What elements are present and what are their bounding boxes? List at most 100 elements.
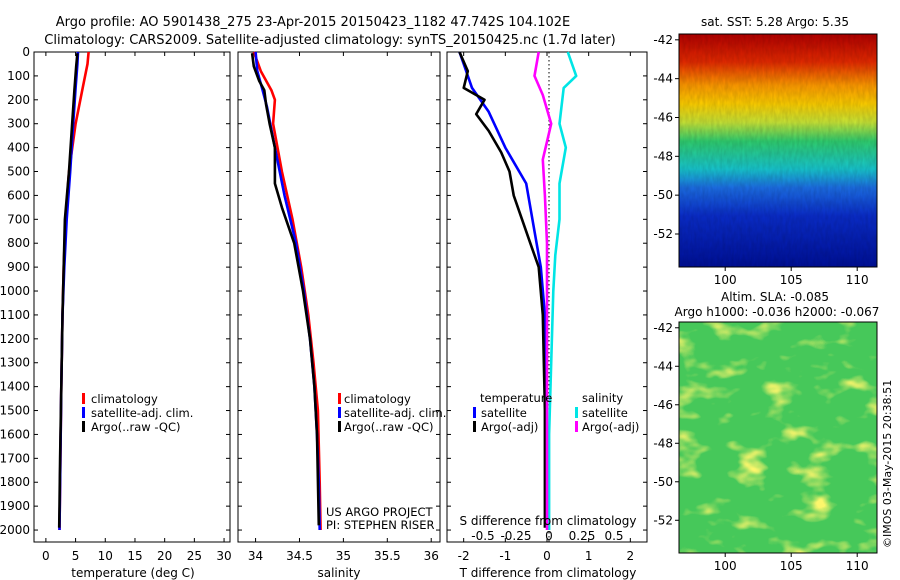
temperature-series [57, 51, 90, 531]
credit-pi: PI: STEPHEN RISER [326, 518, 435, 532]
temperature-legend: climatology satellite-adj. clim. Argo(..… [82, 392, 193, 434]
difference-x-label: T difference from climatology [459, 566, 637, 580]
series-line-argo-raw-qc [57, 53, 79, 528]
y-tick-label: 700 [7, 212, 30, 226]
y-tick-label: 1000 [0, 284, 30, 298]
legend-label-s-argo: Argo(-adj) [582, 420, 639, 434]
map-x-tick-label: 105 [780, 273, 803, 287]
legend-swatch-satellite [82, 407, 85, 418]
top-tick-label: -0.5 [471, 529, 494, 543]
y-tick-label: 800 [7, 236, 30, 250]
legend-label-t-argo: Argo(-adj) [481, 420, 538, 434]
legend-label-argo: Argo(..raw -QC) [344, 420, 434, 434]
salinity-x-axis: 34 34.5 35 35.5 36 [238, 51, 440, 563]
map-y-tick-label: -50 [653, 475, 673, 489]
legend-label-satellite: satellite-adj. clim. [91, 406, 193, 420]
map-y-tick-label: -42 [653, 33, 673, 47]
legend-swatch-argo [338, 421, 341, 432]
series-line-salinity-argo-adj [533, 51, 553, 530]
x-tick-label: 36 [424, 549, 439, 563]
map-y-tick-label: -52 [653, 513, 673, 527]
legend-swatch-satellite [338, 407, 341, 418]
x-tick-label: -2 [458, 549, 470, 563]
map-x-tick-label: 110 [846, 273, 869, 287]
sla-map-title: Altim. SLA: -0.085 [721, 290, 829, 304]
x-tick-label: 20 [157, 549, 172, 563]
top-tick-label: 0.25 [569, 529, 596, 543]
figure-title-line2: Climatology: CARS2009. Satellite-adjuste… [44, 33, 616, 48]
y-tick-label: 1500 [0, 404, 30, 418]
series-line-climatology [252, 51, 322, 531]
salinity-legend: climatology satellite-adj. clim. Argo(..… [338, 392, 446, 434]
salinity-series [250, 51, 322, 531]
temperature-plot-area [33, 51, 231, 543]
y-tick-label: 1600 [0, 427, 30, 441]
map-y-tick-label: -52 [653, 227, 673, 241]
y-tick-label: 1800 [0, 475, 30, 489]
legend-header-salinity: salinity [582, 391, 623, 405]
difference-legend: temperature salinity satellite Argo(-adj… [473, 391, 639, 434]
series-line-salinity-satellite [547, 51, 578, 530]
difference-profile-panel: -2 -1 0 1 2 T difference from climatology S … [446, 51, 648, 580]
y-tick-label: 2000 [0, 523, 30, 537]
y-tick-label: 300 [7, 117, 30, 131]
sla-map-panel: Altim. SLA: -0.085 Argo h1000: -0.036 h2… [653, 290, 879, 573]
difference-top-label: S difference from climatology [460, 514, 637, 528]
y-tick-label: 400 [7, 141, 30, 155]
map-y-tick-label: -48 [653, 436, 673, 450]
x-tick-label: 30 [216, 549, 231, 563]
x-tick-label: 25 [187, 549, 202, 563]
y-tick-label: 1400 [0, 380, 30, 394]
legend-label-satellite: satellite-adj. clim. [344, 406, 446, 420]
salinity-profile-panel: 34 34.5 35 35.5 36 salinity climatology sate… [237, 51, 446, 580]
x-tick-label: 5 [72, 549, 80, 563]
y-tick-label: 1700 [0, 451, 30, 465]
legend-swatch-argo [82, 421, 85, 432]
sst-map-frame [678, 33, 878, 268]
top-tick-label: 0 [545, 529, 553, 543]
legend-swatch-t-satellite [473, 407, 476, 418]
legend-swatch-s-argo [575, 421, 578, 432]
map-y-tick-label: -44 [653, 359, 673, 373]
y-tick-label: 500 [7, 165, 30, 179]
y-tick-label: 1200 [0, 332, 30, 346]
temperature-x-axis: 0 5 10 15 20 25 30 [42, 52, 232, 563]
y-tick-label: 1300 [0, 356, 30, 370]
legend-label-s-satellite: satellite [582, 406, 628, 420]
sst-texture [679, 34, 877, 267]
legend-header-temperature: temperature [480, 391, 552, 405]
map-y-tick-label: -44 [653, 72, 673, 86]
figure-title-line1: Argo profile: AO 5901438_275 23-Apr-2015… [56, 15, 571, 30]
map-x-tick-label: 100 [714, 559, 737, 573]
sst-map-panel: sat. SST: 5.28 Argo: 5.35 100 105 110 -42 -4… [653, 15, 878, 287]
sla-map-frame [678, 321, 878, 554]
x-tick-label: 15 [127, 549, 142, 563]
series-line-argo-raw-qc [250, 53, 321, 526]
x-tick-label: 10 [98, 549, 113, 563]
x-tick-label: 35 [336, 549, 351, 563]
y-tick-label: 900 [7, 260, 30, 274]
credit-project: US ARGO PROJECT [326, 505, 434, 519]
temperature-x-label: temperature (deg C) [71, 566, 194, 580]
sla-map-subtitle: Argo h1000: -0.036 h2000: -0.067 [675, 305, 880, 319]
sst-axes: 100 105 110 -42 -44 -46 -48 -50 -52 [653, 33, 868, 287]
difference-top-ticks: -0.5 -0.25 0 0.25 0.5 [471, 529, 623, 543]
map-x-tick-label: 105 [780, 559, 803, 573]
map-y-tick-label: -46 [653, 110, 673, 124]
y-tick-label: 0 [22, 45, 30, 59]
series-line-temperature-satellite [458, 51, 549, 526]
map-y-tick-label: -48 [653, 149, 673, 163]
x-tick-label: 1 [585, 549, 593, 563]
difference-x-axis: -2 -1 0 1 2 [447, 51, 647, 563]
depth-axis: 0 100 200 300 400 500 600 700 800 900 1000 1100 1200… [0, 45, 230, 537]
legend-swatch-s-satellite [575, 407, 578, 418]
salinity-plot-area [237, 51, 441, 543]
top-tick-label: -0.25 [500, 529, 531, 543]
legend-label-t-satellite: satellite [481, 406, 527, 420]
legend-swatch-t-argo [473, 421, 476, 432]
x-tick-label: 34.5 [286, 549, 313, 563]
series-line-temperature-argo-adj [458, 51, 547, 528]
y-tick-label: 600 [7, 188, 30, 202]
y-tick-label: 1100 [0, 308, 30, 322]
